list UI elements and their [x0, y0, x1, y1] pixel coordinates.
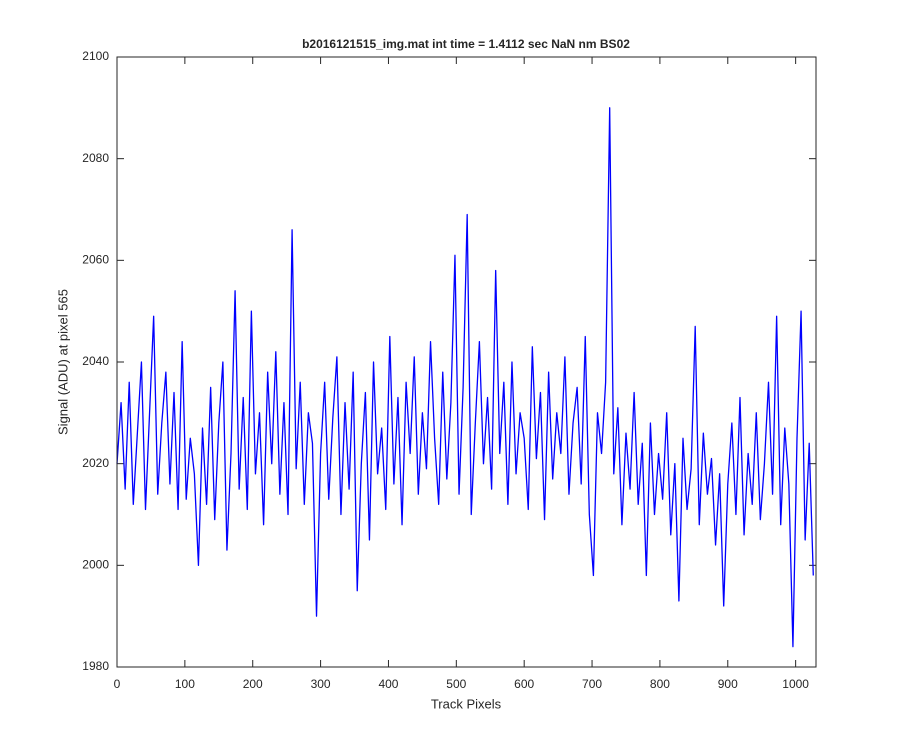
y-axis-label: Signal (ADU) at pixel 565 [55, 289, 70, 435]
axes-box [116, 56, 817, 668]
x-tick-label: 400 [378, 677, 398, 691]
y-tick-label: 2080 [82, 151, 109, 165]
x-tick-label: 1000 [782, 677, 809, 691]
y-tick-label: 2020 [82, 456, 109, 470]
x-tick-label: 0 [114, 677, 121, 691]
y-tick-label: 2060 [82, 253, 109, 267]
x-tick-label: 900 [718, 677, 738, 691]
y-tick-label: 2000 [82, 558, 109, 572]
x-tick-label: 200 [243, 677, 263, 691]
chart-title: b2016121515_img.mat int time = 1.4112 se… [302, 37, 630, 51]
x-tick-label: 500 [446, 677, 466, 691]
x-tick-label: 100 [175, 677, 195, 691]
x-axis-label: Track Pixels [431, 696, 502, 711]
x-tick-label: 600 [514, 677, 534, 691]
y-tick-label: 2100 [82, 49, 109, 63]
y-tick-label: 1980 [82, 659, 109, 673]
y-tick-label: 2040 [82, 354, 109, 368]
x-tick-label: 300 [311, 677, 331, 691]
x-tick-label: 800 [650, 677, 670, 691]
x-tick-label: 700 [582, 677, 602, 691]
data-line [116, 107, 814, 648]
